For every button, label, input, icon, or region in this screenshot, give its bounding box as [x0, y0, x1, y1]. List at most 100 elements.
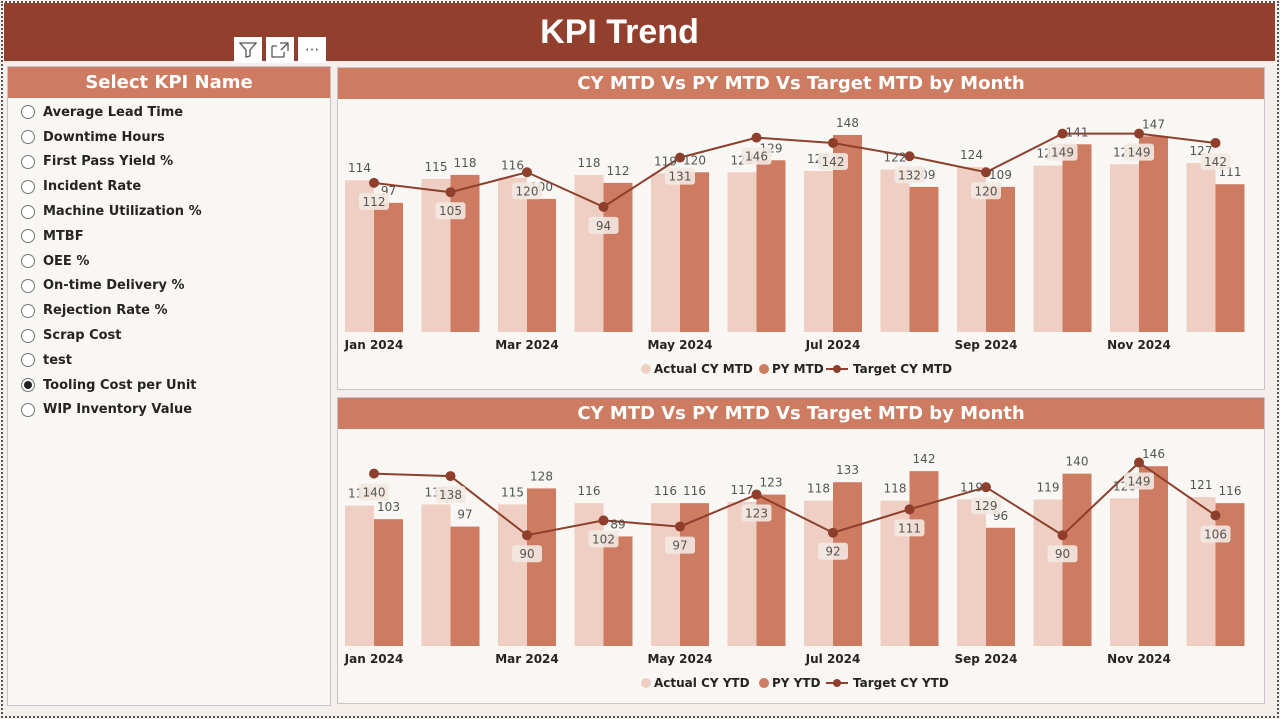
py-data-label: 146: [1142, 447, 1165, 461]
mtd-chart-panel: CY MTD Vs PY MTD Vs Target MTD by Month …: [337, 67, 1265, 390]
slicer-item[interactable]: Scrap Cost: [8, 323, 330, 348]
radio-icon[interactable]: [21, 254, 35, 269]
actual-data-label: 115: [501, 485, 524, 499]
slicer-item[interactable]: WIP Inventory Value: [8, 398, 330, 423]
bar-actual: [651, 173, 680, 332]
bar-actual: [880, 169, 910, 332]
target-data-label: 90: [519, 547, 534, 561]
target-label-box: [359, 192, 389, 210]
x-tick-label: Mar 2024: [495, 652, 559, 666]
x-tick-label: Jan 2024: [344, 338, 404, 352]
slicer-item-label: Scrap Cost: [43, 328, 122, 344]
py-data-label: 118: [454, 156, 477, 170]
slicer-item[interactable]: Average Lead Time: [8, 100, 330, 125]
target-data-label: 120: [975, 184, 998, 198]
py-data-label: 116: [1219, 484, 1242, 498]
chart-legend: Actual CY MTD PY MTD Target CY MTD: [641, 362, 952, 376]
actual-data-label: 119: [1037, 480, 1060, 494]
radio-icon[interactable]: [21, 303, 35, 318]
target-point: [828, 137, 838, 148]
actual-data-label: 117: [731, 483, 754, 497]
slicer-item[interactable]: Tooling Cost per Unit: [8, 373, 330, 398]
target-point: [1057, 530, 1068, 541]
bar-actual: [574, 503, 604, 646]
target-data-label: 94: [596, 219, 611, 233]
radio-icon[interactable]: [21, 328, 35, 343]
filter-icon[interactable]: [234, 37, 262, 63]
target-label-box: [1124, 143, 1154, 161]
bar-py: [527, 198, 556, 332]
py-data-label: 89: [610, 517, 625, 531]
legend-target-label: Target CY MTD: [853, 362, 952, 376]
py-data-label: 123: [760, 476, 783, 490]
target-point: [1210, 137, 1221, 148]
slicer-item[interactable]: On-time Delivery %: [8, 274, 330, 299]
py-data-label: 133: [836, 463, 859, 477]
target-point: [828, 527, 838, 538]
target-point: [522, 167, 532, 178]
slicer-item-label: Machine Utilization %: [43, 204, 202, 220]
slicer-item-label: Rejection Rate %: [43, 303, 168, 319]
x-tick-label: Mar 2024: [495, 338, 559, 352]
actual-data-label: 119: [960, 480, 983, 494]
slicer-item[interactable]: Downtime Hours: [8, 125, 330, 150]
target-data-label: 111: [898, 521, 921, 535]
legend-py-label: PY MTD: [772, 362, 824, 376]
py-data-label: 140: [1066, 455, 1089, 469]
radio-icon[interactable]: [21, 130, 35, 145]
target-data-label: 106: [1204, 527, 1227, 541]
slicer-item[interactable]: MTBF: [8, 224, 330, 249]
bar-actual: [1110, 498, 1139, 646]
legend-actual-marker: [641, 364, 651, 374]
slicer-item[interactable]: Rejection Rate %: [8, 298, 330, 323]
target-label-box: [665, 536, 695, 554]
legend-actual-marker: [641, 678, 651, 688]
target-label-box: [588, 216, 619, 234]
radio-icon[interactable]: [21, 154, 35, 169]
radio-icon[interactable]: [21, 204, 35, 219]
py-data-label: 97: [457, 508, 472, 522]
x-tick-label: Sep 2024: [955, 338, 1018, 352]
actual-data-label: 116: [578, 484, 601, 498]
py-data-label: 109: [989, 168, 1012, 182]
target-label-box: [1047, 545, 1078, 563]
radio-icon[interactable]: [21, 353, 35, 368]
target-point: [1210, 510, 1221, 521]
bar-py: [450, 526, 480, 646]
target-data-label: 129: [975, 499, 998, 513]
ytd-chart: 1141031401159713811512890116891021161169…: [344, 447, 1245, 690]
focus-mode-icon[interactable]: [266, 37, 294, 63]
radio-icon[interactable]: [21, 278, 35, 293]
slicer-item[interactable]: First Pass Yield %: [8, 150, 330, 175]
radio-icon[interactable]: [21, 179, 35, 194]
slicer-item[interactable]: OEE %: [8, 249, 330, 274]
slicer-item-label: MTBF: [43, 228, 84, 244]
bar-actual: [1033, 165, 1063, 332]
more-options-icon[interactable]: ···: [298, 37, 326, 63]
slicer-item[interactable]: test: [8, 348, 330, 373]
bar-py: [1139, 466, 1168, 646]
target-point: [1134, 457, 1144, 468]
slicer-item-label: Downtime Hours: [43, 129, 165, 145]
target-label-box: [435, 202, 466, 220]
target-data-label: 138: [439, 488, 462, 502]
target-point: [751, 489, 762, 500]
target-data-label: 90: [1055, 547, 1070, 561]
slicer-item[interactable]: Incident Rate: [8, 174, 330, 199]
radio-icon[interactable]: [21, 105, 35, 120]
target-data-label: 142: [822, 155, 845, 169]
legend-target-marker: [833, 365, 841, 373]
bar-actual: [727, 172, 757, 332]
target-point: [445, 187, 456, 198]
bar-py: [1139, 136, 1168, 332]
slicer-item[interactable]: Machine Utilization %: [8, 199, 330, 224]
target-label-box: [588, 530, 619, 548]
target-data-label: 102: [592, 532, 615, 546]
radio-selected-icon[interactable]: [21, 378, 35, 393]
actual-data-label: 115: [425, 160, 448, 174]
py-data-label: 128: [530, 469, 553, 483]
radio-icon[interactable]: [21, 229, 35, 244]
radio-icon[interactable]: [21, 402, 35, 417]
x-tick-label: Jul 2024: [805, 338, 861, 352]
py-data-label: 103: [377, 500, 400, 514]
